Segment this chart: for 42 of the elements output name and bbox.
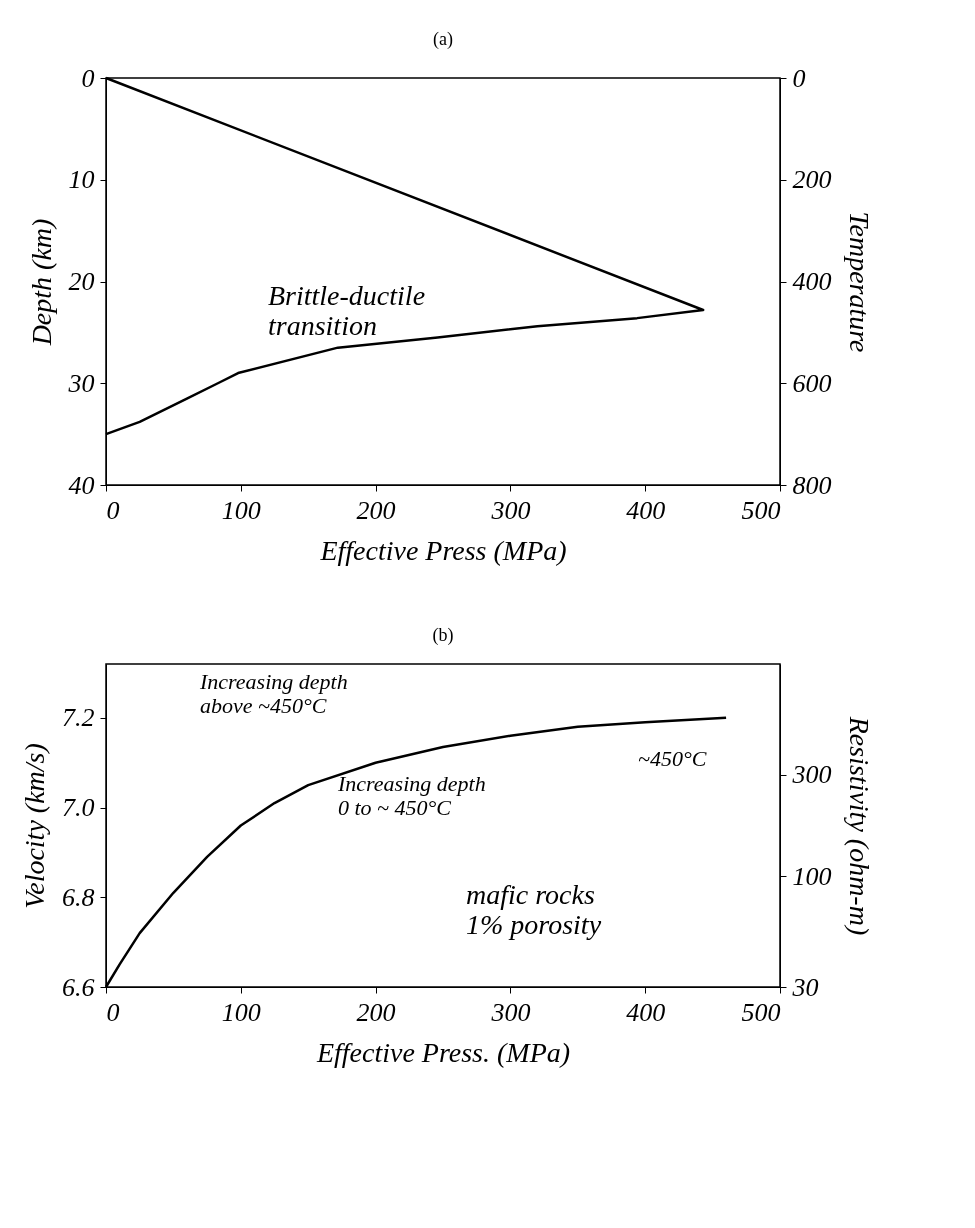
chart-title: (a) [433, 29, 453, 50]
y-tick-label: 20 [68, 267, 95, 296]
x-tick-label: 400 [626, 495, 666, 525]
annotation: Increasing depth 0 to ~ 450°C [337, 771, 486, 820]
y2-tick-label: 100 [792, 861, 832, 891]
y-tick-label: 7.2 [62, 703, 95, 733]
y-tick-label: 10 [68, 165, 95, 195]
x-tick-label: 300 [490, 997, 531, 1027]
annotation: Increasing depth above ~450°C [199, 669, 348, 718]
y2-tick-label: 400 [792, 267, 832, 296]
x-tick-label: 100 [221, 495, 261, 525]
y-tick-label: 0 [81, 63, 95, 93]
chart-title: (b) [432, 625, 454, 647]
y2-tick-label: 200 [792, 165, 832, 195]
x-tick-label: 200 [356, 495, 396, 525]
x-tick-label: 0 [106, 997, 120, 1027]
annotation: mafic rocks 1% porosity [466, 879, 602, 940]
x-tick-label: 500 [741, 495, 781, 525]
annotation: ~450°C [638, 746, 707, 771]
x-tick-label: 300 [490, 495, 531, 525]
x-tick-label: 100 [221, 997, 261, 1027]
y2-axis-title: Resistivity (ohm-m) [843, 715, 875, 936]
y-axis-title: Depth (km) [25, 218, 57, 347]
y2-tick-label: 800 [792, 470, 832, 500]
y-tick-label: 40 [68, 470, 95, 500]
x-tick-label: 200 [356, 997, 396, 1027]
y-tick-label: 6.8 [62, 882, 95, 912]
y-axis-title: Velocity (km/s) [19, 743, 50, 909]
x-tick-label: 400 [626, 997, 666, 1027]
y2-axis-title: Temperature [843, 211, 875, 353]
x-axis-title: Effective Press. (MPa) [315, 1036, 571, 1068]
y-tick-label: 7.0 [62, 793, 95, 823]
y-tick-label: 30 [67, 368, 95, 398]
y-tick-label: 6.6 [62, 972, 95, 1002]
y2-tick-label: 600 [792, 368, 832, 398]
annotation: Brittle-ductile transition [268, 280, 426, 341]
x-axis-title: Effective Press (MPa) [319, 534, 567, 566]
x-tick-label: 0 [106, 495, 120, 525]
y2-tick-label: 0 [792, 63, 806, 93]
x-tick-label: 500 [741, 997, 781, 1027]
y2-tick-label: 300 [791, 760, 832, 790]
y2-tick-label: 30 [791, 972, 819, 1002]
